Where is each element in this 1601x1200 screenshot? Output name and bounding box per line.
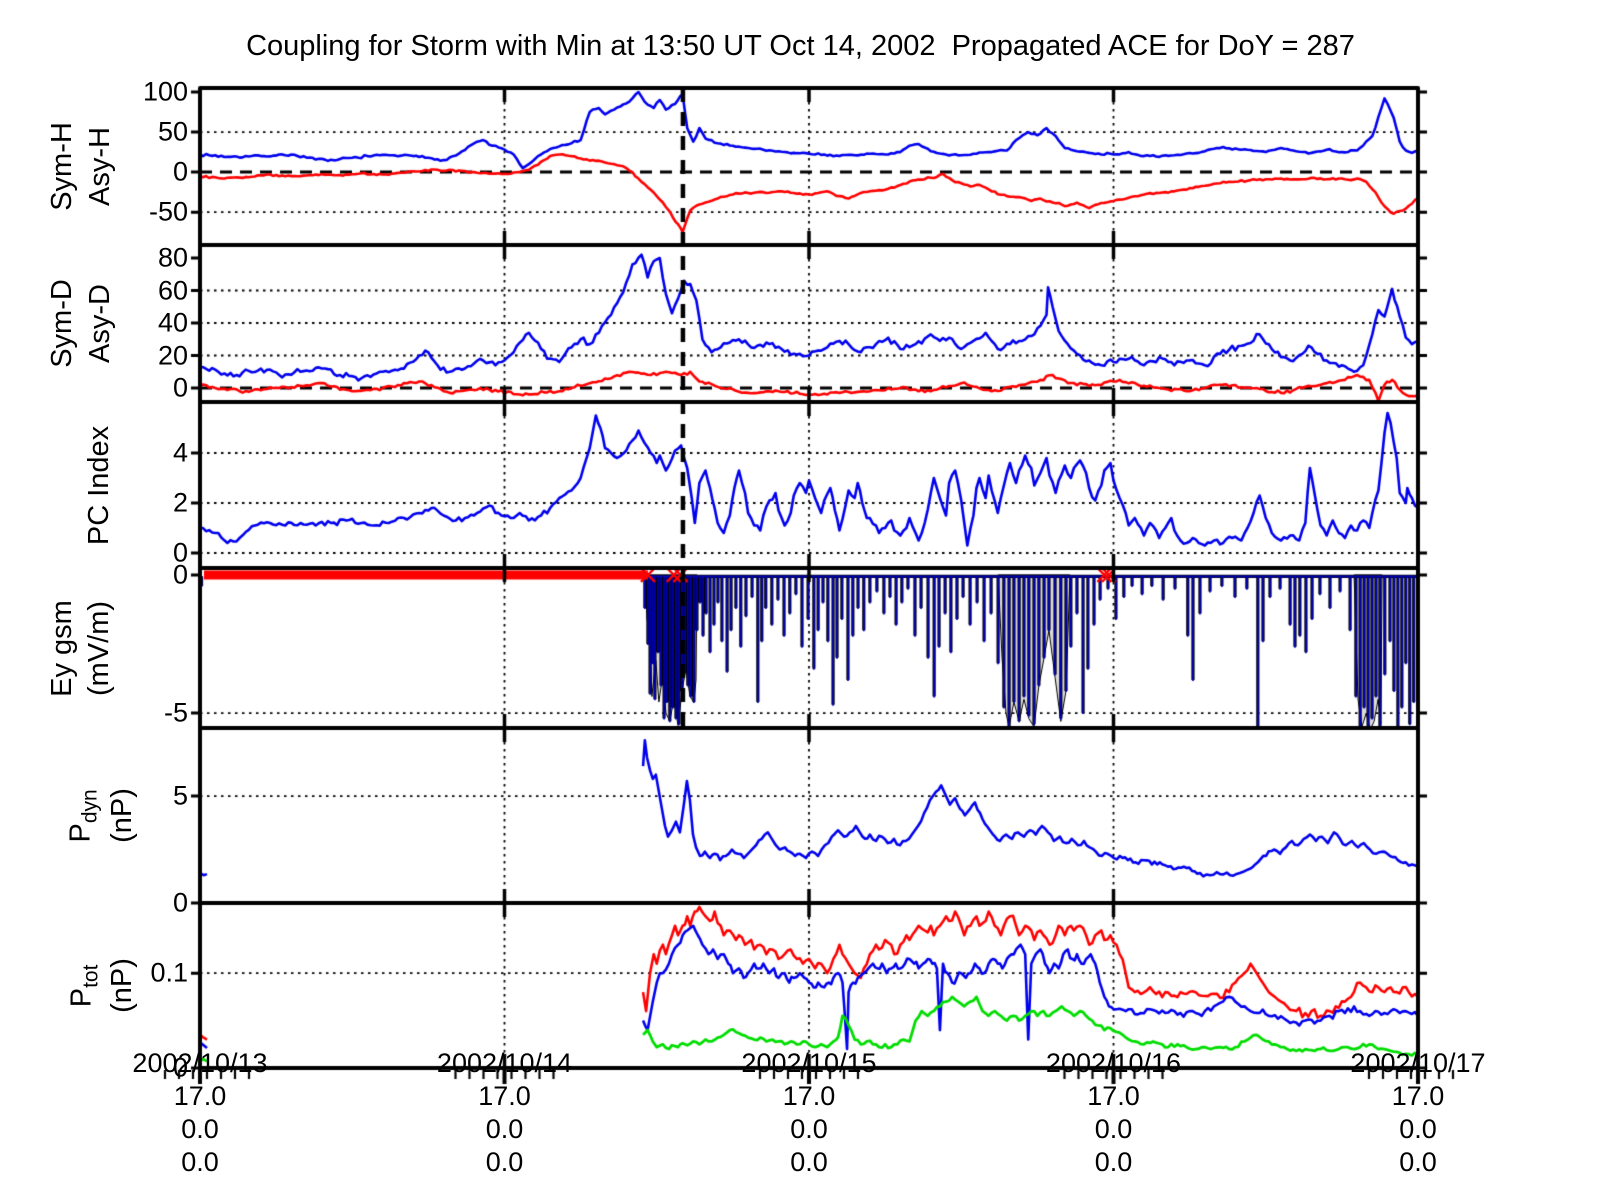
y-tick-label: 0 xyxy=(172,537,188,568)
x-subrow-label: 17.0 xyxy=(173,1081,227,1111)
y-tick-label: 80 xyxy=(157,242,188,273)
y-tick-label: 5 xyxy=(172,780,188,811)
x-date-label: 2002/10/14 xyxy=(436,1048,573,1078)
y-tick-label: -50 xyxy=(148,196,188,227)
ylabel-p-tot: Ptot xyxy=(65,964,102,1007)
x-subrow-label: 0.0 xyxy=(790,1114,828,1144)
y-tick-label: -5 xyxy=(163,697,188,728)
y-tick-label: 0 xyxy=(172,1052,188,1083)
x-subrow-label: 17.0 xyxy=(782,1081,836,1111)
y-tick-label: 0 xyxy=(172,559,188,590)
y-tick-label: 0.1 xyxy=(150,957,188,988)
x-subrow-label: 0.0 xyxy=(1094,1114,1133,1144)
ylabel-p-dyn: Pdyn xyxy=(65,788,102,843)
y-tick-label: 4 xyxy=(172,437,188,468)
x-subrow-label: 0.0 xyxy=(1399,1114,1437,1144)
x-subrow-label: 0.0 xyxy=(1399,1147,1437,1177)
x-subrow-label: 17.0 xyxy=(478,1081,531,1111)
ylabel-p-dyn-unit: (nP) xyxy=(105,788,138,843)
chart-title: Coupling for Storm with Min at 13:50 UT … xyxy=(246,30,1355,62)
x-subrow-label: 0.0 xyxy=(485,1114,524,1144)
x-subrow-label: 0.0 xyxy=(181,1147,219,1177)
x-subrow-label: 0.0 xyxy=(1094,1147,1133,1177)
x-date-label: 2002/10/16 xyxy=(1045,1048,1182,1078)
ylabel-sym-d: Sym-D xyxy=(45,279,78,368)
y-tick-label: 60 xyxy=(157,275,188,305)
x-date-label: 2002/10/17 xyxy=(1350,1048,1486,1078)
ylabel-pc-index: PC Index xyxy=(83,425,116,545)
y-tick-label: 20 xyxy=(157,340,188,371)
ylabel-ey-unit: (mV/m) xyxy=(83,600,116,696)
y-tick-label: 50 xyxy=(157,116,188,147)
y-tick-label: 0 xyxy=(172,156,188,187)
ylabel-p-tot-unit: (nP) xyxy=(105,958,138,1013)
ylabel-sym-h: Sym-H xyxy=(45,122,78,211)
x-subrow-label: 0.0 xyxy=(485,1147,524,1177)
ylabel-ey-gsm: Ey gsm xyxy=(45,599,78,697)
ylabel-asy-h: Asy-H xyxy=(83,127,116,206)
ylabel-asy-d: Asy-D xyxy=(83,284,116,363)
x-subrow-label: 0.0 xyxy=(181,1114,219,1144)
y-tick-label: 40 xyxy=(157,307,188,338)
x-subrow-label: 0.0 xyxy=(790,1147,828,1177)
y-tick-label: 2 xyxy=(172,487,188,518)
y-tick-label: 0 xyxy=(172,887,188,918)
y-tick-label: 100 xyxy=(142,76,188,107)
x-subrow-label: 17.0 xyxy=(1087,1081,1140,1111)
x-subrow-label: 17.0 xyxy=(1391,1081,1445,1111)
x-date-label: 2002/10/13 xyxy=(132,1048,268,1078)
x-date-label: 2002/10/15 xyxy=(741,1048,877,1078)
y-tick-label: 0 xyxy=(172,372,188,403)
